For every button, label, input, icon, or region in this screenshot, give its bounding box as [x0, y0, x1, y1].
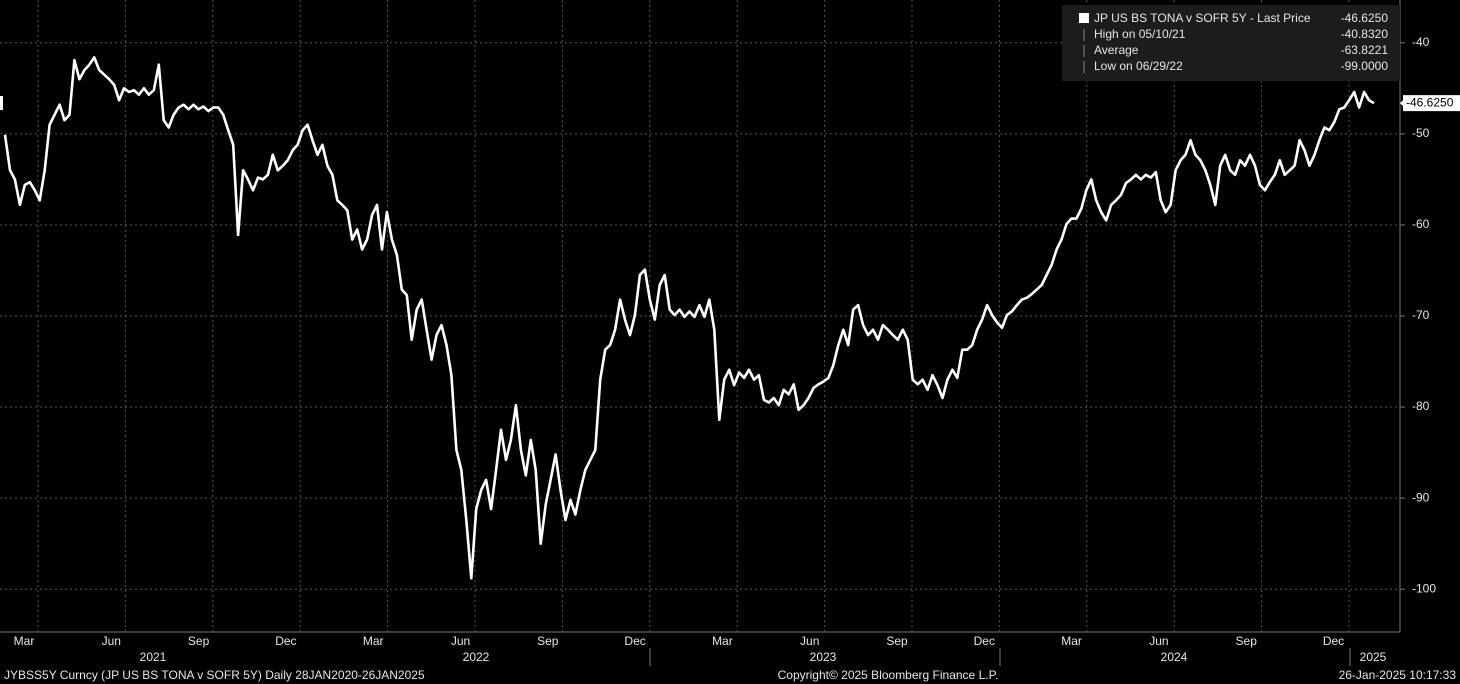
- x-tick-label: Mar: [1061, 634, 1082, 648]
- year-label: 2024: [1161, 650, 1188, 664]
- x-tick-label: Sep: [188, 634, 210, 648]
- y-tick-label: -100: [1412, 581, 1436, 595]
- last-price-arrow: [1400, 98, 1405, 109]
- y-tick-label: -80: [1412, 399, 1430, 413]
- x-tick-label: Sep: [537, 634, 559, 648]
- last-price-label: -46.6250: [1406, 95, 1454, 109]
- x-tick-label: Jun: [800, 634, 819, 648]
- legend-label: JP US BS TONA v SOFR 5Y - Last Price: [1094, 11, 1311, 25]
- legend-stat-value: -63.8221: [1341, 43, 1389, 57]
- legend-value: -46.6250: [1341, 11, 1389, 25]
- legend-stat-value: -99.0000: [1341, 59, 1389, 73]
- year-label: 2021: [140, 650, 167, 664]
- x-tick-label: Dec: [624, 634, 645, 648]
- x-tick-label: Sep: [886, 634, 908, 648]
- year-label: 2022: [463, 650, 490, 664]
- y-tick-label: -70: [1412, 308, 1430, 322]
- year-label: 2023: [810, 650, 837, 664]
- left-marker: [0, 96, 3, 110]
- legend-stat-value: -40.8320: [1341, 27, 1389, 41]
- footer-right: 26-Jan-2025 10:17:33: [1339, 668, 1457, 682]
- y-tick-label: -90: [1412, 490, 1430, 504]
- legend-stat-label: Average: [1094, 43, 1139, 57]
- x-tick-label: Mar: [363, 634, 384, 648]
- legend-swatch: [1079, 13, 1089, 23]
- year-label: 2025: [1360, 650, 1387, 664]
- x-tick-label: Jun: [102, 634, 121, 648]
- x-tick-label: Jun: [451, 634, 470, 648]
- footer-center: Copyright© 2025 Bloomberg Finance L.P.: [778, 668, 999, 682]
- x-tick-label: Sep: [1236, 634, 1258, 648]
- legend-stat-label: Low on 06/29/22: [1094, 59, 1183, 73]
- y-tick-label: -40: [1412, 35, 1430, 49]
- y-tick-label: -50: [1412, 126, 1430, 140]
- y-tick-label: -60: [1412, 217, 1430, 231]
- x-tick-label: Dec: [974, 634, 995, 648]
- last-price-tag: [1403, 95, 1460, 112]
- x-tick-label: Dec: [275, 634, 296, 648]
- x-tick-label: Mar: [14, 634, 35, 648]
- x-tick-label: Mar: [712, 634, 733, 648]
- footer-left: JYBSS5Y Curncy (JP US BS TONA v SOFR 5Y)…: [4, 668, 425, 682]
- x-tick-label: Jun: [1149, 634, 1168, 648]
- legend-box: [1062, 5, 1400, 81]
- legend-stat-label: High on 05/10/21: [1094, 27, 1186, 41]
- x-tick-label: Dec: [1323, 634, 1344, 648]
- price-line: [3, 56, 1375, 580]
